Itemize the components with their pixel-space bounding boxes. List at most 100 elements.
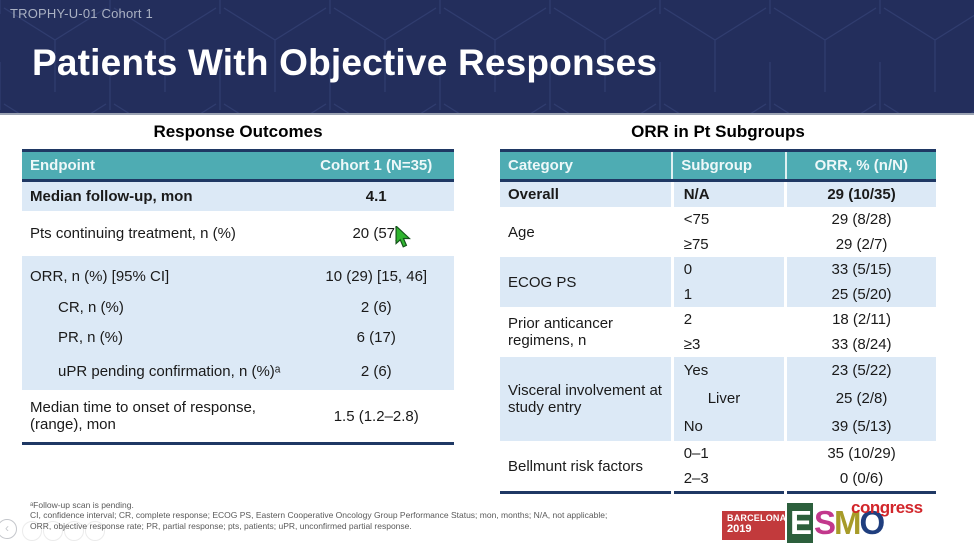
subgroup-cell: <75 bbox=[670, 207, 786, 233]
orr-subgroups-section: ORR in Pt Subgroups Category Subgroup OR… bbox=[500, 122, 936, 495]
orr-cell: 0 (0/6) bbox=[784, 466, 936, 493]
row-label: PR, n (%) bbox=[22, 322, 299, 353]
table-row: Median time to onset of response, (range… bbox=[22, 390, 454, 444]
row-value: 6 (17) bbox=[298, 322, 454, 353]
esmo-letter-m: M bbox=[834, 504, 861, 541]
table-row: ≥75 29 (2/7) bbox=[500, 232, 936, 258]
table-header-row: Endpoint Cohort 1 (N=35) bbox=[22, 150, 454, 182]
row-label: uPR pending confirmation, n (%)ᵃ bbox=[22, 353, 299, 390]
subgroup-cell: 2–3 bbox=[670, 466, 786, 493]
subgroup-cell: N/A bbox=[670, 180, 786, 208]
row-label: Median time to onset of response, (range… bbox=[30, 399, 256, 433]
footnotes: ᵃFollow-up scan is pending. CI, confiden… bbox=[30, 500, 607, 531]
subgroup-cell: 0–1 bbox=[670, 441, 786, 467]
table-row: uPR pending confirmation, n (%)ᵃ 2 (6) bbox=[22, 353, 454, 390]
table-row: Pts continuing treatment, n (%) 20 (57) bbox=[22, 211, 454, 256]
table-row: Overall N/A 29 (10/35) bbox=[500, 180, 936, 208]
subgroup-cell: ≥3 bbox=[670, 332, 786, 358]
table-row: Median follow-up, mon 4.1 bbox=[22, 180, 454, 211]
barcelona-year: 2019 bbox=[727, 523, 752, 536]
column-header-cohort: Cohort 1 (N=35) bbox=[298, 150, 454, 182]
barcelona-text: BARCELONA bbox=[727, 513, 787, 523]
footnote-line: CI, confidence interval; CR, complete re… bbox=[30, 510, 608, 521]
row-label: ORR, n (%) [95% CI] bbox=[22, 256, 299, 293]
orr-cell: 29 (10/35) bbox=[784, 180, 936, 208]
ghost-control-icon bbox=[43, 521, 63, 541]
esmo-letter-s: S bbox=[814, 504, 836, 541]
orr-cell: 23 (5/22) bbox=[784, 357, 936, 386]
response-outcomes-section: Response Outcomes Endpoint Cohort 1 (N=3… bbox=[22, 122, 454, 445]
orr-cell: 29 (8/28) bbox=[784, 207, 936, 233]
table-row: Bellmunt risk factors 0–1 35 (10/29) bbox=[500, 441, 936, 475]
slide-header: TROPHY-U-01 Cohort 1 Patients With Objec… bbox=[0, 0, 974, 115]
row-value: 4.1 bbox=[298, 180, 454, 211]
row-value: 2 (6) bbox=[298, 353, 454, 390]
ghost-control-icon bbox=[64, 521, 84, 541]
congress-wordmark: congress bbox=[851, 498, 923, 517]
orr-cell: 33 (8/24) bbox=[784, 332, 936, 358]
table-header-row: Category Subgroup ORR, % (n/N) bbox=[500, 150, 936, 182]
row-value: 1.5 (1.2–2.8) bbox=[333, 407, 419, 425]
category-cell: Overall bbox=[500, 180, 673, 208]
table-row: 1 25 (5/20) bbox=[500, 282, 936, 308]
table-row: ORR, n (%) [95% CI] 10 (29) [15, 46] bbox=[22, 256, 454, 293]
category-cell: Visceral involvement at study entry bbox=[500, 357, 673, 442]
subgroup-cell: ≥75 bbox=[670, 232, 786, 258]
row-value: 20 (57) bbox=[352, 225, 400, 242]
orr-cell: 33 (5/15) bbox=[784, 257, 936, 283]
table-row: 2–3 0 (0/6) bbox=[500, 466, 936, 493]
orr-cell: 39 (5/13) bbox=[784, 413, 936, 442]
barcelona-2019-badge: BARCELONA 2019 bbox=[722, 511, 787, 540]
category-cell: Bellmunt risk factors bbox=[508, 457, 644, 475]
esmo-wordmark: E SMO bbox=[787, 503, 886, 543]
orr-cell: 35 (10/29) bbox=[784, 441, 936, 467]
column-header-endpoint: Endpoint bbox=[22, 150, 299, 182]
subgroup-cell: No bbox=[670, 413, 786, 442]
orr-cell: 29 (2/7) bbox=[784, 232, 936, 258]
table-row: ≥3 33 (8/24) bbox=[500, 332, 936, 358]
esmo-letter-e: E bbox=[787, 503, 814, 543]
category-cell: Prior anticancer regimens, n bbox=[508, 315, 614, 350]
table-row: Prior anticancer regimens, n 2 18 (2/11) bbox=[500, 307, 936, 349]
table-row: Visceral involvement at study entry Yes … bbox=[500, 357, 936, 442]
study-label: TROPHY-U-01 Cohort 1 bbox=[10, 6, 153, 21]
footnote-line: ORR, objective response rate; PR, partia… bbox=[30, 520, 412, 531]
table-row: Liver 25 (2/8) bbox=[500, 385, 936, 414]
column-header-subgroup: Subgroup bbox=[671, 150, 786, 182]
row-label: CR, n (%) bbox=[22, 293, 299, 322]
ghost-control-icon bbox=[85, 521, 105, 541]
table-row: Age <75 29 (8/28) bbox=[500, 207, 936, 241]
table-row: CR, n (%) 2 (6) bbox=[22, 293, 454, 322]
esmo-letter-o: O bbox=[859, 504, 886, 541]
row-value: 10 (29) [15, 46] bbox=[298, 256, 454, 293]
category-cell: ECOG PS bbox=[500, 257, 673, 308]
page-title: Patients With Objective Responses bbox=[32, 42, 658, 83]
chevron-left-icon: ‹ bbox=[5, 521, 9, 535]
response-outcomes-title: Response Outcomes bbox=[153, 122, 323, 141]
orr-cell: 25 (5/20) bbox=[784, 282, 936, 308]
ghost-control-icon bbox=[22, 521, 42, 541]
response-outcomes-table: Endpoint Cohort 1 (N=35) Median follow-u… bbox=[22, 149, 454, 445]
row-label: Pts continuing treatment, n (%) bbox=[30, 225, 236, 242]
footnote-line: ᵃFollow-up scan is pending. bbox=[30, 500, 134, 510]
category-cell: Age bbox=[508, 223, 535, 241]
column-header-category: Category bbox=[500, 150, 673, 182]
orr-cell: 18 (2/11) bbox=[784, 307, 936, 333]
subgroup-cell: 2 bbox=[670, 307, 786, 333]
subgroup-cell: Liver bbox=[670, 385, 786, 414]
table-row: No 39 (5/13) bbox=[500, 413, 936, 442]
hex-pattern-background bbox=[0, 0, 974, 113]
table-row: PR, n (%) 6 (17) bbox=[22, 322, 454, 353]
esmo-congress-logo: BARCELONA 2019 E SMO congress bbox=[718, 498, 948, 544]
table-row: ECOG PS 0 33 (5/15) bbox=[500, 257, 936, 308]
subgroup-cell: 1 bbox=[670, 282, 786, 308]
subgroup-cell: 0 bbox=[670, 257, 786, 283]
mouse-cursor-icon bbox=[395, 226, 411, 248]
previous-slide-button[interactable]: ‹ bbox=[0, 519, 17, 539]
column-header-orr: ORR, % (n/N) bbox=[784, 150, 936, 182]
row-label: Median follow-up, mon bbox=[22, 180, 299, 211]
orr-subgroups-title: ORR in Pt Subgroups bbox=[631, 122, 805, 141]
orr-subgroups-table: Category Subgroup ORR, % (n/N) Overall N… bbox=[500, 149, 936, 495]
subgroup-cell: Yes bbox=[670, 357, 786, 386]
